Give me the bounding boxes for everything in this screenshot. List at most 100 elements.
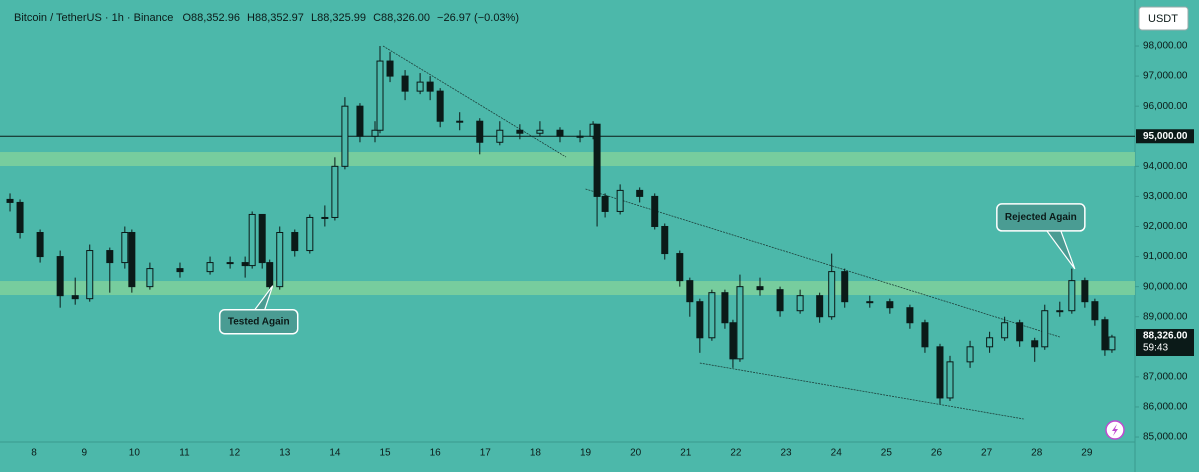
high: H88,352.97 [247,12,304,24]
candle-body [16,201,24,234]
candle-body [816,295,824,318]
candle-body [1091,301,1099,321]
callout: Tested Again [218,285,299,335]
candle-body [86,250,94,300]
candle-body [651,195,659,227]
candle-body [386,60,394,77]
x-tick-label: 14 [329,448,341,459]
candle-body [356,105,364,137]
x-tick-label: 26 [931,448,943,459]
currency-button[interactable] [1138,6,1189,31]
candle-body [936,346,944,399]
candle-body [426,81,434,92]
candle-body [946,361,954,399]
candle-body [1031,340,1039,348]
y-tick-label: 87,000.00 [1143,372,1188,383]
zone [0,281,1135,296]
candle-body [436,90,444,122]
candle-body [676,253,684,282]
candle-body [756,286,764,291]
callout-text: Tested Again [228,316,290,327]
candle-body [376,60,384,131]
candle-body [416,81,424,92]
x-tick-label: 29 [1081,448,1093,459]
x-tick-label: 9 [81,448,87,459]
y-tick-label: 94,000.00 [1143,161,1188,172]
last-price-label: 88,326.00 [1143,331,1188,342]
x-tick-label: 28 [1031,448,1043,459]
candle-body [206,262,214,273]
y-tick-label: 93,000.00 [1143,191,1188,202]
candle-body [1016,322,1024,342]
candle-body [886,301,894,309]
y-tick-label: 89,000.00 [1143,311,1188,322]
last-price-box [1136,328,1194,356]
trendline [382,45,567,158]
candle-body [248,213,256,267]
callout-box [996,203,1086,232]
hline-label: 95,000.00 [1143,131,1188,142]
candle-body [226,262,234,265]
x-tick-label: 21 [680,448,692,459]
candle-body [56,256,64,297]
candle-body [106,250,114,264]
candle-body [321,216,329,219]
candle-body [1068,280,1076,312]
x-tick-label: 18 [530,448,542,459]
candle-body [776,289,784,312]
candle-body [906,307,914,324]
candle-body [476,120,484,143]
x-tick-label: 24 [831,448,843,459]
x-tick-label: 13 [279,448,291,459]
y-tick-label: 86,000.00 [1143,402,1188,413]
y-tick-label: 97,000.00 [1143,71,1188,82]
candle-body [576,135,584,138]
x-tick-label: 22 [730,448,742,459]
candle-body [696,301,704,339]
candle-body [729,322,737,360]
candle-body [866,301,874,304]
candle-body [1108,336,1116,351]
y-tick-label: 90,000.00 [1143,281,1188,292]
trendline [585,188,1060,338]
trendline [699,362,1024,420]
x-tick-label: 25 [881,448,893,459]
candle-body [536,129,544,134]
candle-body [306,216,314,252]
candle-body [1041,310,1049,348]
candle-body [686,280,694,303]
candle-body [341,105,349,167]
y-tick-label: 85,000.00 [1143,432,1188,443]
change: −26.97 (−0.03%) [437,12,519,24]
candle-body [1081,280,1089,303]
candle-body [371,129,379,137]
currency-label[interactable]: USDT [1148,13,1178,25]
candle-body [291,232,299,252]
x-tick-label: 20 [630,448,642,459]
lightning-icon [1105,420,1125,440]
candle-body [496,129,504,143]
y-tick-label: 96,000.00 [1143,101,1188,112]
hline-label-box [1136,129,1194,144]
candle-body [456,120,464,123]
x-tick-label: 12 [229,448,241,459]
low: L88,325.99 [311,12,366,24]
candle-body [636,189,644,197]
candle-body [966,346,974,363]
candle-body [921,322,929,348]
candle-body [1001,322,1009,339]
candle-body [516,129,524,134]
candle-body [593,123,601,197]
candle-body [121,232,129,264]
candle-body [241,262,249,267]
candle-body [556,129,564,137]
x-tick-label: 17 [480,448,492,459]
y-tick-label: 91,000.00 [1143,251,1188,262]
countdown: 59:43 [1143,343,1168,354]
x-tick-label: 8 [31,448,37,459]
open: O88,352.96 [182,12,240,24]
x-tick-label: 19 [580,448,592,459]
candle-body [176,268,184,273]
